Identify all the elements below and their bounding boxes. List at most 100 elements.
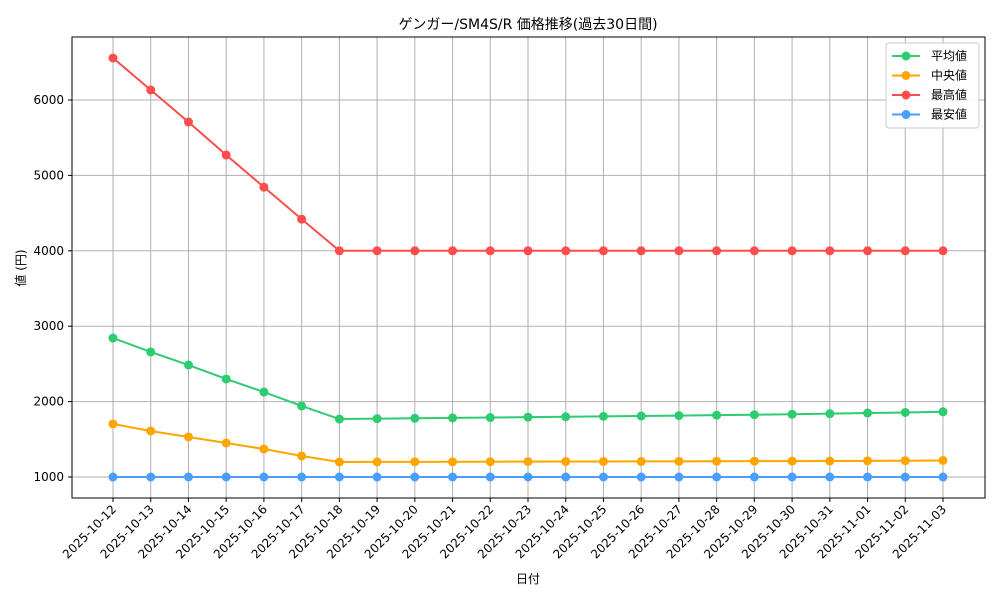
data-point bbox=[334, 472, 344, 482]
data-point bbox=[523, 457, 533, 467]
data-point bbox=[108, 419, 118, 429]
data-point bbox=[636, 456, 646, 466]
data-point bbox=[787, 246, 797, 256]
legend-label: 平均値 bbox=[931, 48, 967, 63]
data-point bbox=[900, 246, 910, 256]
data-point bbox=[938, 472, 948, 482]
legend-marker-icon bbox=[901, 51, 911, 61]
data-point bbox=[636, 472, 646, 482]
data-point bbox=[183, 472, 193, 482]
data-point bbox=[146, 472, 156, 482]
x-axis-ticks: 2025-10-122025-10-132025-10-142025-10-15… bbox=[60, 498, 949, 561]
data-point bbox=[825, 456, 835, 466]
data-point bbox=[825, 472, 835, 482]
legend-marker-icon bbox=[901, 90, 911, 100]
data-point bbox=[485, 457, 495, 467]
data-point bbox=[108, 472, 118, 482]
data-point bbox=[297, 401, 307, 411]
data-point bbox=[561, 246, 571, 256]
data-point bbox=[221, 374, 231, 384]
data-point bbox=[712, 472, 722, 482]
y-tick-label: 3000 bbox=[33, 319, 64, 333]
data-point bbox=[825, 409, 835, 419]
data-point bbox=[938, 455, 948, 465]
x-axis-label: 日付 bbox=[516, 572, 540, 586]
y-tick-label: 4000 bbox=[33, 244, 64, 258]
y-tick-label: 2000 bbox=[33, 395, 64, 409]
data-point bbox=[523, 472, 533, 482]
data-point bbox=[297, 472, 307, 482]
data-point bbox=[410, 457, 420, 467]
data-point bbox=[221, 438, 231, 448]
data-point bbox=[938, 246, 948, 256]
data-point bbox=[636, 411, 646, 421]
data-point bbox=[485, 472, 495, 482]
data-point bbox=[108, 333, 118, 343]
data-point bbox=[674, 472, 684, 482]
y-axis-ticks: 1000 2000 3000 4000 5000 6000 bbox=[33, 93, 72, 484]
data-point bbox=[863, 472, 873, 482]
data-point bbox=[259, 472, 269, 482]
data-point bbox=[221, 472, 231, 482]
data-point bbox=[372, 246, 382, 256]
data-point bbox=[183, 117, 193, 127]
legend-label: 中央値 bbox=[931, 68, 967, 83]
data-point bbox=[410, 413, 420, 423]
series-1 bbox=[108, 419, 948, 467]
grid-lines bbox=[72, 37, 985, 498]
data-point bbox=[221, 150, 231, 160]
data-point bbox=[146, 85, 156, 95]
data-point bbox=[598, 472, 608, 482]
data-point bbox=[485, 246, 495, 256]
legend-entry-0: 平均値 bbox=[892, 48, 967, 63]
data-point bbox=[523, 412, 533, 422]
data-point bbox=[448, 246, 458, 256]
data-point bbox=[712, 246, 722, 256]
data-point bbox=[938, 407, 948, 417]
data-point bbox=[259, 444, 269, 454]
data-point bbox=[448, 457, 458, 467]
data-point bbox=[598, 456, 608, 466]
series-3 bbox=[108, 472, 948, 482]
data-point bbox=[297, 214, 307, 224]
data-point bbox=[108, 53, 118, 63]
data-point bbox=[749, 246, 759, 256]
data-point bbox=[863, 408, 873, 418]
data-point bbox=[598, 246, 608, 256]
legend-marker-icon bbox=[901, 71, 911, 80]
data-point bbox=[146, 347, 156, 357]
data-point bbox=[448, 472, 458, 482]
data-point bbox=[787, 472, 797, 482]
data-point bbox=[372, 472, 382, 482]
data-point bbox=[674, 411, 684, 421]
data-point bbox=[372, 414, 382, 424]
data-point bbox=[787, 409, 797, 419]
data-point bbox=[561, 472, 571, 482]
legend-entry-3: 最安値 bbox=[892, 107, 967, 122]
data-point bbox=[787, 456, 797, 466]
data-point bbox=[900, 456, 910, 466]
data-point bbox=[749, 472, 759, 482]
data-point bbox=[712, 456, 722, 466]
data-point bbox=[334, 246, 344, 256]
data-point bbox=[863, 246, 873, 256]
data-point bbox=[598, 411, 608, 421]
legend-label: 最安値 bbox=[931, 107, 967, 122]
data-point bbox=[674, 246, 684, 256]
data-point bbox=[561, 457, 571, 467]
data-point bbox=[900, 472, 910, 482]
data-point bbox=[259, 387, 269, 397]
series-lines bbox=[108, 53, 948, 482]
data-point bbox=[674, 456, 684, 466]
data-point bbox=[863, 456, 873, 466]
series-0 bbox=[108, 333, 948, 424]
data-point bbox=[749, 410, 759, 420]
data-point bbox=[448, 413, 458, 423]
legend-label: 最高値 bbox=[931, 87, 967, 102]
y-axis-label: 値 (円) bbox=[13, 249, 28, 286]
legend-box bbox=[885, 42, 980, 129]
legend-entry-1: 中央値 bbox=[892, 68, 967, 83]
data-point bbox=[523, 246, 533, 256]
data-point bbox=[410, 246, 420, 256]
